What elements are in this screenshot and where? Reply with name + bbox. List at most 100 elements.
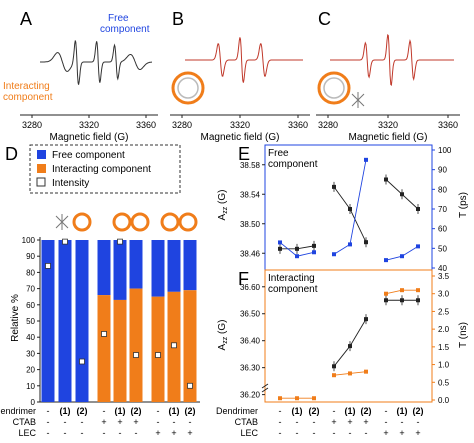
- condition-cell: -: [81, 417, 84, 427]
- data-point: [416, 244, 420, 249]
- epr-trace-b: [185, 37, 303, 83]
- condition-cell: -: [81, 428, 84, 438]
- bar-free: [75, 240, 89, 402]
- condition-cell: +: [155, 428, 160, 438]
- condition-cell: (2): [131, 406, 142, 416]
- condition-cell: +: [171, 428, 176, 438]
- y-right-tick-label: 2.5: [438, 307, 450, 316]
- condition-cell: -: [64, 428, 67, 438]
- data-point: [400, 288, 404, 293]
- data-point: [332, 364, 336, 369]
- data-point: [332, 252, 336, 257]
- interacting-label-line2: component: [3, 92, 53, 103]
- condition-row-label: CTAB: [13, 417, 36, 427]
- epr-trace-c: [330, 34, 454, 86]
- conditions-ef: Dendrimer - (1) (2) - (1) (2) - (1) (2)CTAB - - - + + +…: [216, 406, 424, 438]
- data-point: [364, 157, 368, 162]
- epr-tick-label: 3280: [22, 120, 42, 130]
- y-left-tick-label: 36.20: [240, 391, 261, 400]
- intensity-marker: [117, 238, 123, 245]
- data-point: [295, 396, 299, 401]
- epr-panel-b: B: [170, 9, 310, 116]
- y-left-label-f: Azz (G): [217, 320, 229, 351]
- inset-label-e-1: Free: [268, 148, 289, 159]
- condition-cell: -: [279, 406, 282, 416]
- bar-interacting: [151, 296, 165, 402]
- micelle-icon: [72, 212, 92, 232]
- data-point: [312, 396, 316, 401]
- condition-cell: (1): [169, 406, 180, 416]
- micelle-icon: [178, 212, 198, 232]
- intensity-marker: [155, 352, 161, 358]
- y-left-tick-label: 36.30: [240, 364, 261, 373]
- condition-cell: -: [119, 428, 122, 438]
- axis-break-f: [261, 383, 269, 393]
- free-label-line2: component: [100, 24, 150, 35]
- y-right-tick-label: 1.5: [438, 343, 450, 352]
- panel-letter-e: E: [238, 144, 250, 164]
- condition-cell: -: [417, 417, 420, 427]
- legend-interacting: Interacting component: [52, 164, 151, 175]
- y-right-tick-label: 100: [438, 146, 452, 155]
- y-tick-label-d: 50: [26, 317, 35, 326]
- condition-cell: +: [331, 417, 336, 427]
- intensity-marker: [79, 358, 85, 365]
- condition-cell: -: [349, 428, 352, 438]
- epr-panel-a: A Free component Interacting component: [3, 9, 158, 116]
- panel-letter-a: A: [20, 9, 32, 29]
- y-right-label-f: T (ns): [458, 322, 469, 348]
- y-left-tick-label: 36.50: [240, 310, 261, 319]
- legend-swatch-intensity: [36, 177, 46, 187]
- bar-free: [129, 240, 143, 289]
- condition-cell: (1): [292, 406, 303, 416]
- bar-interacting: [113, 299, 127, 402]
- y-right-tick-label: 3.0: [438, 290, 450, 299]
- bar-interacting: [97, 295, 111, 402]
- y-left-tick-label: 36.60: [240, 283, 261, 292]
- data-point: [278, 246, 282, 251]
- bar-free: [113, 240, 127, 300]
- condition-cell: (2): [361, 406, 372, 416]
- panel-f: F Interacting component Azz (G) T (ns) 3…: [217, 269, 469, 405]
- inset-label-e-2: component: [268, 159, 318, 170]
- condition-cell: (2): [309, 406, 320, 416]
- y-left-tick-label: 36.40: [240, 337, 261, 346]
- data-point: [348, 371, 352, 376]
- inset-label-f-1: Interacting: [268, 273, 315, 284]
- data-point: [416, 207, 420, 211]
- y-right-tick-label: 60: [438, 225, 447, 234]
- condition-cell: -: [47, 417, 50, 427]
- data-point: [312, 250, 316, 255]
- condition-cell: -: [103, 406, 106, 416]
- y-tick-label-d: 100: [22, 236, 36, 245]
- condition-cell: -: [47, 428, 50, 438]
- bar-free: [183, 240, 197, 291]
- condition-cell: -: [333, 428, 336, 438]
- condition-cell: (1): [115, 406, 126, 416]
- condition-cell: -: [157, 417, 160, 427]
- condition-cell: +: [133, 417, 138, 427]
- condition-row-label: LEC: [18, 428, 36, 438]
- panel-letter-f: F: [238, 269, 249, 289]
- condition-cell: -: [279, 428, 282, 438]
- micelle-icon-b: [171, 71, 205, 105]
- y-tick-label-d: 20: [26, 366, 35, 375]
- data-point: [278, 396, 282, 401]
- y-axis-label-d: Relative %: [10, 294, 21, 342]
- y-right-tick-label: 3.5: [438, 272, 450, 281]
- intensity-marker: [171, 342, 177, 349]
- dendrimer-icon-c: [351, 92, 365, 108]
- plot-frame-f: [264, 269, 433, 403]
- data-point: [364, 317, 368, 322]
- intensity-marker: [62, 238, 68, 245]
- inset-label-f-2: component: [268, 284, 318, 295]
- data-point: [278, 240, 282, 245]
- panel-e: E Free component Azz (G) T (ps) 38.4638.…: [217, 144, 469, 273]
- panel-letter-d: D: [5, 144, 18, 164]
- intensity-marker: [101, 331, 107, 337]
- y-tick-label-d: 60: [26, 301, 35, 310]
- y-tick-label-d: 80: [26, 268, 35, 277]
- y-right-tick-label: 1.0: [438, 361, 450, 370]
- bar-interacting: [183, 290, 197, 402]
- condition-cell: +: [347, 417, 352, 427]
